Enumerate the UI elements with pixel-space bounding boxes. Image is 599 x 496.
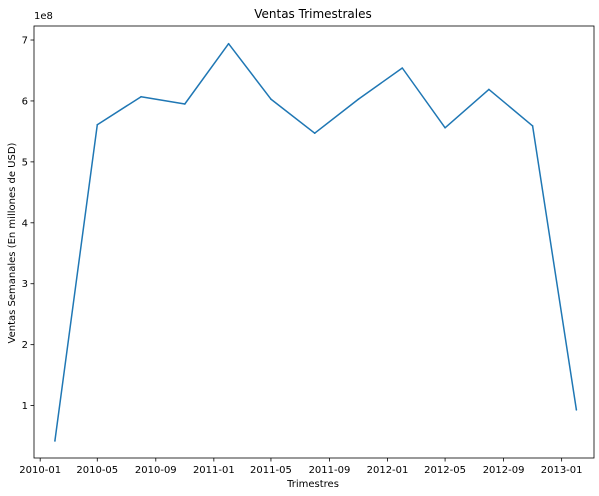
- x-axis-label: Trimestres: [286, 479, 339, 490]
- y-tick-label: 3: [22, 279, 28, 290]
- y-tick-label: 4: [22, 218, 28, 229]
- data-point: [270, 98, 272, 100]
- y-tick-label: 1: [22, 401, 28, 412]
- data-point: [184, 103, 186, 105]
- x-tick-label: 2013-01: [541, 465, 583, 476]
- data-point: [488, 88, 490, 91]
- data-point: [96, 123, 99, 126]
- x-axis: 2010-01 2010-05 2010-09 2011-01 2011-05 2011-…: [19, 458, 583, 476]
- x-tick-label: 2012-05: [424, 465, 466, 476]
- x-tick-label: 2012-09: [483, 465, 525, 476]
- data-point: [575, 409, 578, 411]
- x-tick-label: 2011-09: [309, 465, 351, 476]
- chart-title: Ventas Trimestrales: [254, 7, 372, 21]
- x-tick-label: 2010-05: [76, 465, 118, 476]
- y-tick-label: 2: [22, 340, 28, 351]
- x-tick-label: 2011-01: [193, 465, 235, 476]
- data-point: [401, 67, 404, 69]
- y-offset-text: 1e8: [34, 11, 53, 22]
- x-tick-label: 2012-01: [367, 465, 409, 476]
- data-point: [140, 95, 142, 98]
- data-point: [54, 440, 56, 442]
- x-tick-label: 2010-01: [19, 465, 61, 476]
- y-tick-label: 6: [22, 96, 28, 107]
- y-axis: 1 2 3 4 5 6 7: [22, 36, 34, 412]
- data-point: [227, 42, 230, 45]
- plot-area-frame: [33, 25, 595, 459]
- x-tick-label: 2010-09: [135, 465, 177, 476]
- data-point: [357, 98, 360, 100]
- x-tick-label: 2011-05: [250, 465, 292, 476]
- series-line: [54, 42, 578, 441]
- data-point: [313, 132, 316, 135]
- series-layer: [54, 42, 578, 442]
- y-tick-label: 5: [22, 157, 28, 168]
- y-tick-label: 7: [22, 36, 28, 47]
- y-axis-label: Ventas Semanales (En millones de USD): [7, 142, 18, 343]
- data-point: [444, 126, 446, 129]
- data-point: [531, 125, 534, 127]
